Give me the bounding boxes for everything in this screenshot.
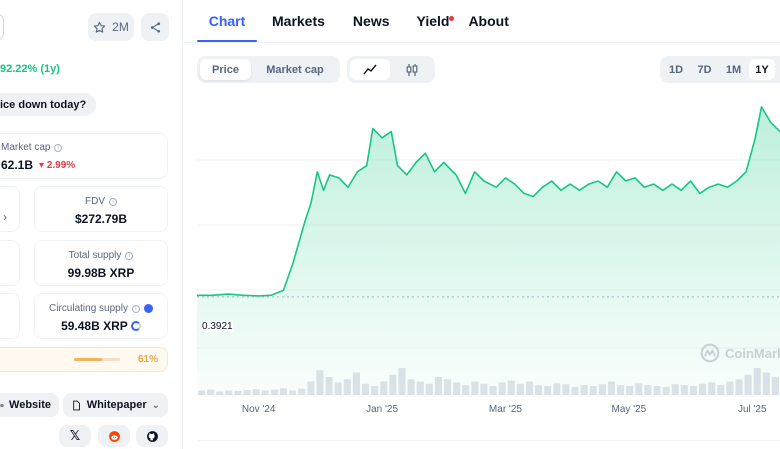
baseline-price-label: 0.3921 [202, 321, 233, 332]
supply-progress: 61% [0, 347, 168, 372]
website-button[interactable]: Website [0, 393, 59, 417]
market-cap-label: Market cap [1, 142, 51, 153]
market-cap-card: Market cap i 62.1B ▾ 2.99% [0, 133, 168, 179]
price-chart[interactable]: 0.3921 CoinMarke Nov '24 Jan '25 Mar '25 Ma… [197, 98, 780, 415]
x-axis-tick-label: Mar '25 [488, 404, 522, 415]
price-chart-svg [197, 106, 780, 398]
price-question-chip[interactable]: ice down today? [0, 93, 97, 116]
verified-icon [143, 304, 153, 313]
reddit-icon [108, 430, 120, 442]
range-7d-button[interactable]: 7D [697, 63, 712, 76]
circulating-supply-label: Circulating supply [49, 303, 128, 314]
chevron-down-icon: ⌄ [151, 399, 160, 411]
progress-fill [74, 358, 103, 361]
market-cap-toggle-button[interactable]: Market cap [266, 63, 324, 76]
tab-yield-label: Yield [416, 13, 450, 29]
total-supply-label: Total supply [68, 250, 122, 261]
tab-about[interactable]: About [468, 13, 509, 29]
info-icon[interactable]: i [125, 251, 134, 260]
website-label: Website [9, 399, 51, 411]
x-axis-tick-label: Jul '25 [737, 404, 767, 415]
share-button[interactable] [141, 13, 169, 41]
x-axis-tick-label: Jan '25 [366, 404, 399, 415]
whitepaper-button[interactable]: Whitepaper ⌄ [63, 393, 168, 417]
range-1d-button[interactable]: 1D [668, 63, 684, 76]
total-supply-value: 99.98B XRP [67, 266, 135, 280]
time-range-selector: 1D 7D 1M 1Y [660, 56, 780, 83]
volume-card[interactable] [0, 186, 20, 232]
coin-info-panel: 2M 92.22% (1y) ice down today? Market ca… [0, 0, 183, 449]
progress-percent: 61% [137, 354, 158, 365]
circulating-supply-value: 59.48B XRP [61, 319, 128, 333]
watchlist-count: 2M [112, 20, 129, 34]
watchlist-button[interactable]: 2M [88, 13, 134, 41]
info-icon[interactable]: i [131, 304, 140, 313]
github-button[interactable] [136, 425, 168, 447]
info-icon[interactable]: i [109, 197, 117, 206]
circulating-supply-card: Circulating supply i 59.48B XRP [34, 293, 168, 339]
reddit-button[interactable] [98, 425, 130, 447]
fdv-label: FDV [85, 196, 105, 207]
yearly-change: 92.22% (1y) [0, 63, 60, 75]
metric-toggle: Price Market cap [197, 56, 340, 83]
total-supply-card: Total supply i 99.98B XRP [34, 240, 168, 286]
price-toggle-button[interactable]: Price [200, 59, 251, 80]
range-1y-button[interactable]: 1Y [749, 59, 775, 80]
chevron-right-icon[interactable]: › [3, 210, 7, 224]
star-icon [93, 21, 106, 33]
coin-tabs: Chart Markets News Yield About [197, 0, 509, 42]
x-icon: 𝕏 [69, 428, 81, 443]
info-icon[interactable]: i [54, 143, 63, 152]
market-cap-value: 62.1B [1, 158, 34, 172]
tabs-divider [183, 42, 780, 43]
tab-yield[interactable]: Yield [416, 0, 455, 42]
x-axis-tick-label: Nov '24 [241, 404, 276, 415]
price-line [197, 106, 780, 297]
market-cap-change: ▾ 2.99% [39, 159, 76, 171]
triangle-down-icon: ▾ [39, 159, 47, 171]
volume-market-cap-card [0, 240, 20, 286]
chart-type-toggle [347, 56, 435, 83]
x-axis-tick-label: May '25 [611, 404, 647, 415]
share-icon [150, 21, 160, 33]
document-icon [73, 400, 80, 410]
tab-chart[interactable]: Chart [197, 0, 257, 42]
line-chart-icon [363, 64, 377, 74]
coinmarketcap-watermark: CoinMarke [700, 343, 780, 363]
whitepaper-label: Whitepaper [86, 399, 147, 411]
globe-icon [0, 403, 4, 407]
candlestick-icon [406, 63, 418, 76]
progress-track [74, 358, 120, 361]
candlestick-button[interactable] [392, 59, 432, 80]
coinmarketcap-logo-icon [700, 343, 720, 363]
github-icon [146, 430, 158, 442]
fdv-card: FDV i $272.79B [34, 186, 168, 232]
range-1m-button[interactable]: 1M [725, 63, 742, 76]
fdv-value: $272.79B [74, 212, 128, 226]
back-button[interactable] [0, 13, 4, 41]
tab-news[interactable]: News [352, 13, 390, 29]
max-supply-card [0, 293, 20, 339]
price-area [197, 106, 780, 398]
bottom-divider [197, 440, 780, 441]
line-chart-button[interactable] [350, 59, 390, 80]
x-button[interactable]: 𝕏 [59, 425, 91, 447]
supply-ring-icon [130, 321, 141, 331]
notification-dot [449, 16, 455, 21]
tab-markets[interactable]: Markets [272, 13, 325, 29]
